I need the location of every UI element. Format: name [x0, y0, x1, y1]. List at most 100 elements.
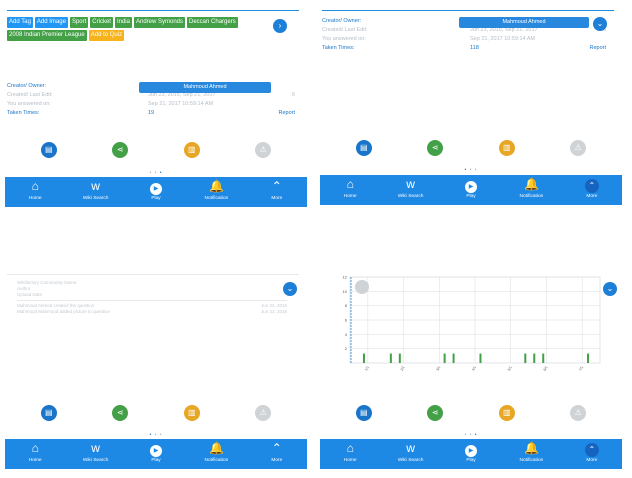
- warning-icon[interactable]: ⚠: [570, 405, 587, 421]
- add-to-quiz-button[interactable]: Add to Quiz: [88, 30, 125, 41]
- chart-info-icon: [355, 280, 369, 294]
- nav-wiki-search[interactable]: w Wiki Search: [65, 439, 125, 469]
- nav-play[interactable]: ▶ Play: [441, 175, 501, 205]
- wiki-search-icon: w: [406, 177, 415, 191]
- chevron-down-icon[interactable]: ⌄: [603, 282, 617, 296]
- tag-chip[interactable]: Sport: [69, 17, 89, 28]
- clipboard-icon[interactable]: ▤: [40, 405, 57, 421]
- y-tick-label: 6: [345, 318, 348, 323]
- nav-notification[interactable]: 🔔 Notification: [501, 175, 561, 205]
- chevron-down-icon[interactable]: ⌄: [593, 17, 607, 31]
- chevron-up-icon: ⌃: [271, 441, 282, 455]
- nav-more[interactable]: ⌃ More: [247, 439, 307, 469]
- nav-wiki-search[interactable]: w Wiki Search: [380, 175, 440, 205]
- chart-bar: [452, 353, 455, 363]
- stats-chart: 12 10 8 6 4 2 1/1 2/1 3/1 4/1 5/1 6/1 7/1: [343, 275, 601, 372]
- home-icon: ⌂: [346, 441, 354, 455]
- x-tick-label: 5/1: [507, 365, 513, 371]
- warning-icon[interactable]: ⚠: [570, 140, 587, 156]
- history-log: Wikifactory Community Name Author Upload…: [17, 280, 287, 315]
- page-indicator: • • •: [464, 432, 478, 438]
- action-bar: ▤ ⋖ ▥ ⚠: [5, 142, 307, 158]
- log-entry: Mahmoud Ahmed created the question Jun 2…: [17, 303, 287, 308]
- stats-icon[interactable]: ▥: [183, 405, 200, 421]
- divider: [7, 10, 299, 11]
- bell-icon: 🔔: [523, 441, 539, 455]
- tag-chip[interactable]: Andrew Symonds: [133, 17, 186, 28]
- chevron-right-icon[interactable]: ›: [273, 19, 287, 33]
- tag-chip[interactable]: 2008 Indian Premier League: [7, 30, 87, 41]
- tag-list: Add Tag Add Image Sport Cricket India An…: [7, 17, 269, 41]
- stats-icon[interactable]: ▥: [498, 405, 515, 421]
- chevron-down-icon[interactable]: ⌄: [283, 282, 297, 296]
- chart-bar: [542, 353, 545, 363]
- add-image-button[interactable]: Add Image: [34, 17, 68, 28]
- answered-label: You answered on:: [322, 36, 366, 42]
- y-tick-label: 12: [343, 275, 348, 280]
- stats-icon[interactable]: ▥: [498, 140, 515, 156]
- created-label: Created/ Last Edit:: [322, 27, 368, 33]
- play-icon: ▶: [150, 183, 163, 195]
- nav-play[interactable]: ▶ Play: [441, 439, 501, 469]
- chevron-up-icon: ⌃: [584, 443, 599, 457]
- page-indicator: • • •: [149, 432, 163, 438]
- tag-chip[interactable]: India: [114, 17, 132, 28]
- add-tag-button[interactable]: Add Tag: [7, 17, 33, 28]
- warning-icon[interactable]: ⚠: [255, 142, 272, 158]
- home-icon: ⌂: [346, 177, 354, 191]
- share-icon[interactable]: ⋖: [112, 142, 129, 158]
- share-icon[interactable]: ⋖: [112, 405, 129, 421]
- chevron-up-icon: ⌃: [271, 179, 282, 193]
- nav-wiki-search[interactable]: w Wiki Search: [65, 177, 125, 207]
- nav-play[interactable]: ▶ Play: [126, 439, 186, 469]
- chart-bar: [533, 353, 536, 363]
- chart-bar: [524, 353, 527, 363]
- taken-label: Taken Times:: [7, 110, 40, 116]
- question-history-panel: Wikifactory Community Name Author Upload…: [5, 240, 307, 478]
- log-entry: Mahmoud Mahmoud added picture to questio…: [17, 309, 287, 314]
- taken-label: Taken Times:: [322, 45, 355, 51]
- nav-wiki-search[interactable]: w Wiki Search: [380, 439, 440, 469]
- taken-value: 19: [148, 110, 155, 116]
- created-value: Jun 23, 2015, Sep 21, 2017: [470, 27, 538, 33]
- report-link[interactable]: Report: [278, 110, 295, 116]
- nav-notification[interactable]: 🔔 Notification: [186, 177, 246, 207]
- wiki-search-icon: w: [91, 179, 100, 193]
- clipboard-icon[interactable]: ▤: [355, 140, 372, 156]
- nav-home[interactable]: ⌂ Home: [320, 175, 380, 205]
- share-icon[interactable]: ⋖: [427, 140, 444, 156]
- nav-home[interactable]: ⌂ Home: [5, 177, 65, 207]
- nav-more[interactable]: ⌃ More: [247, 177, 307, 207]
- wiki-search-icon: w: [91, 441, 100, 455]
- nav-home[interactable]: ⌂ Home: [5, 439, 65, 469]
- tag-chip[interactable]: Cricket: [90, 17, 113, 28]
- nav-notification[interactable]: 🔔 Notification: [501, 439, 561, 469]
- bottom-navbar: ⌂ Home w Wiki Search ▶ Play 🔔 Notification ⌃…: [5, 177, 307, 207]
- x-tick-label: 6/1: [543, 365, 549, 371]
- share-icon[interactable]: ⋖: [427, 405, 444, 421]
- home-icon: ⌂: [31, 179, 39, 193]
- stats-icon[interactable]: ▥: [183, 142, 200, 158]
- nav-more[interactable]: ⌃ More: [584, 443, 599, 463]
- clipboard-icon[interactable]: ▤: [355, 405, 372, 421]
- nav-play[interactable]: ▶ Play: [126, 177, 186, 207]
- nav-more[interactable]: ⌃ More: [584, 179, 599, 199]
- report-link[interactable]: Report: [589, 45, 606, 51]
- creator-label: Creator/ Owner:: [7, 83, 47, 89]
- owner-button[interactable]: Mahmoud Ahmed: [459, 17, 589, 28]
- x-tick-label: 7/1: [578, 365, 584, 371]
- chart-bar: [479, 353, 482, 363]
- divider: [17, 300, 287, 301]
- created-label: Created/ Last Edit:: [7, 92, 53, 98]
- nav-notification[interactable]: 🔔 Notification: [186, 439, 246, 469]
- clipboard-icon[interactable]: ▤: [40, 142, 57, 158]
- question-details-panel: Add Tag Add Image Sport Cricket India An…: [5, 0, 307, 216]
- question-stats-panel: 12 10 8 6 4 2 1/1 2/1 3/1 4/1 5/1 6/1 7/1 ⌄ ▤ ⋖ ▥ ⚠ …: [320, 240, 622, 478]
- warning-icon[interactable]: ⚠: [255, 405, 272, 421]
- chart-bar: [389, 353, 392, 363]
- chart-bar: [398, 353, 401, 363]
- x-tick-label: 3/1: [435, 365, 441, 371]
- owner-button[interactable]: Mahmoud Ahmed: [139, 82, 271, 93]
- nav-home[interactable]: ⌂ Home: [320, 439, 380, 469]
- tag-chip[interactable]: Deccan Chargers: [187, 17, 238, 28]
